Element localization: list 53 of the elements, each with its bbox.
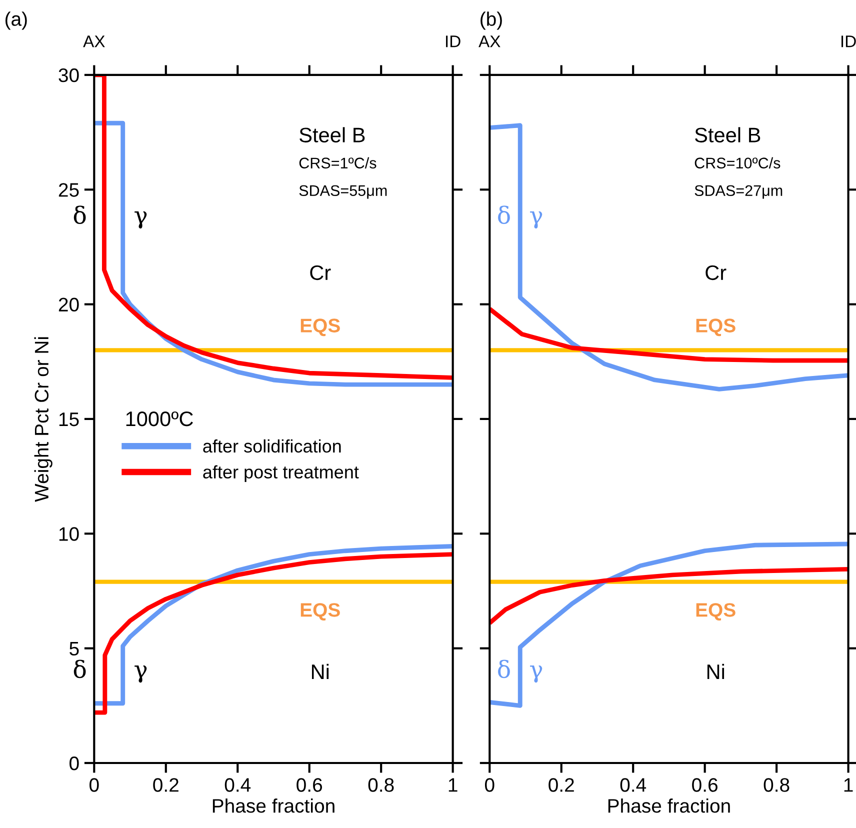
y-tick-label: 15 [59,412,79,426]
x-tick-label: 0.8 [764,778,790,792]
x-tick-label: 0.4 [620,778,646,792]
annotation: γ [530,211,542,229]
chart-title: (a) [5,12,27,30]
annotation: Ni [707,664,724,679]
y-axis-title: Weight Pct Cr or Ni [34,337,52,502]
y-tick-label: 25 [58,183,79,197]
y-tick-label: 30 [58,68,79,82]
y-tick-label: 20 [58,298,79,312]
y-tick-label: 10 [59,527,79,541]
annotation: δ [498,660,510,678]
ref-line-label: EQS [696,318,736,336]
annotation: γ [134,665,147,683]
text: ID [446,36,460,48]
text: δ [74,660,86,678]
x-axis-title: Phase fraction [608,798,730,813]
annotation: Steel B [300,127,365,142]
x-tick-label: 0.6 [296,778,322,792]
text: ID [842,36,856,48]
ref-line-label: EQS [300,603,340,620]
annotation: Steel B [695,127,760,142]
ref-line-label: EQS [696,603,736,620]
annotation: CRS=10ºC/s [694,157,780,168]
chart-title: (b) [480,12,502,30]
legend-title: 1000ºC [126,411,193,426]
annotation: Ni [312,664,329,679]
text: AX [83,36,105,48]
y-tick-label: 0 [70,756,79,770]
x-tick-label: 0.4 [224,778,251,792]
x-tick-label: 1 [448,778,458,792]
annotation: γ [134,211,147,229]
annotation: SDAS=55μm [299,185,387,199]
x-tick-label: 0.2 [153,778,178,792]
x-tick-label: 0.8 [368,778,394,792]
annotation: γ [530,665,542,683]
text: δ [74,206,86,224]
x-tick-label: 0.2 [548,778,574,792]
x-axis-title: Phase fraction [212,798,334,813]
x-tick-label: 1 [844,778,853,792]
annotation: CRS=1ºC/s [299,157,376,168]
annotation: δ [498,206,510,224]
x-tick-label: 0.6 [692,778,718,792]
legend-label: after solidification [203,439,341,453]
x-tick-label: 0 [484,778,494,792]
y-tick-label: 5 [70,642,79,656]
text: AX [478,36,500,48]
annotation: SDAS=27μm [694,185,782,199]
legend-label: after post treatment [203,465,359,482]
x-tick-label: 0 [90,778,99,792]
annotation: Cr [310,265,331,280]
annotation: Cr [706,265,726,280]
ref-line-label: EQS [300,318,340,336]
